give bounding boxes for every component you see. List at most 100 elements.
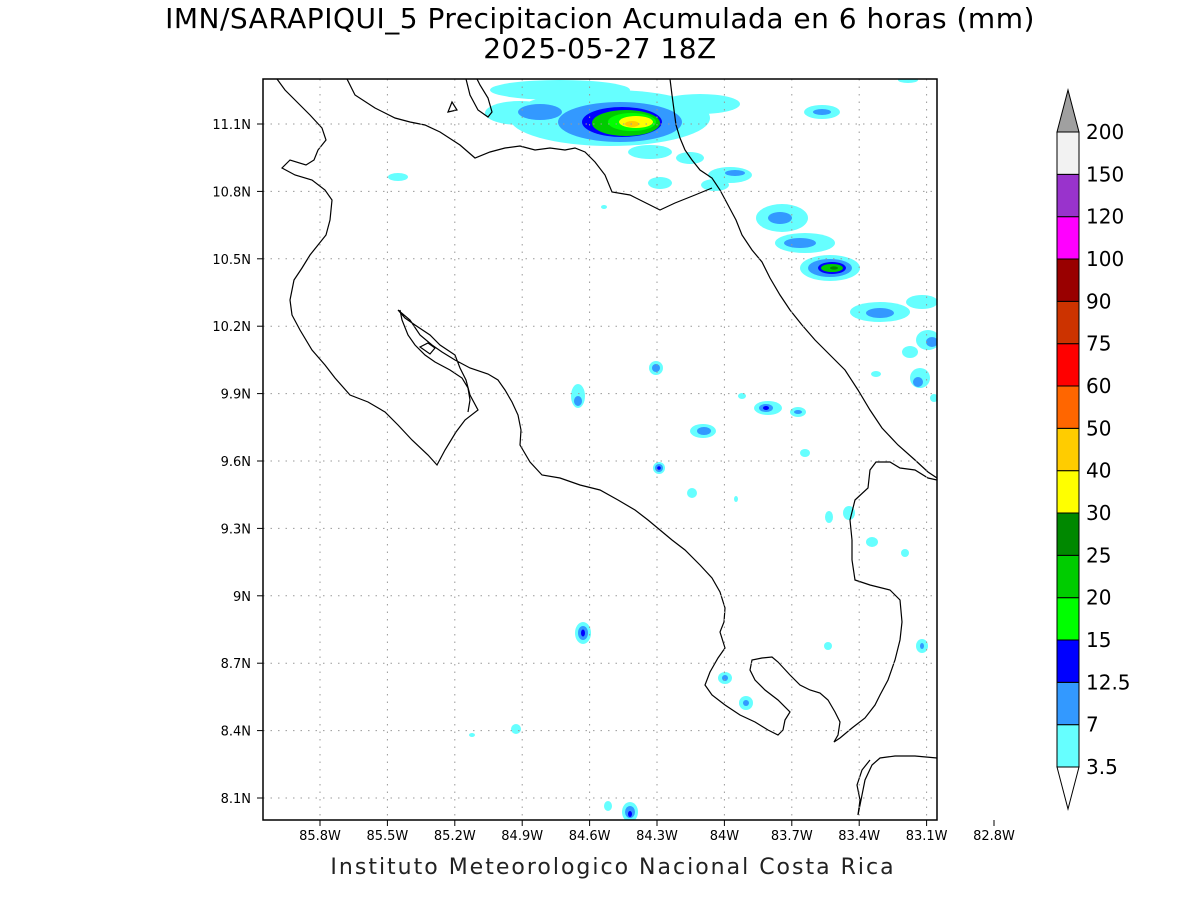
precip-area [648, 177, 672, 189]
y-tick-label: 8.1N [221, 792, 251, 807]
precip-area [657, 466, 661, 470]
colorbar-segment [1056, 131, 1080, 175]
colorbar-label: 12.5 [1086, 670, 1131, 694]
precip-area [901, 549, 909, 557]
colorbar-label: 100 [1086, 247, 1124, 271]
colorbar-label: 50 [1086, 416, 1111, 440]
precip-area [763, 406, 769, 410]
precip-area [920, 643, 924, 649]
colorbar-segment [1056, 597, 1080, 641]
precip-area [660, 94, 740, 114]
y-tick-label: 9.6N [221, 455, 251, 470]
colorbar-label: 20 [1086, 586, 1111, 610]
title-line-2: 2025-05-27 18Z [483, 32, 717, 65]
colorbar-segment [1056, 385, 1080, 429]
x-tick-label: 83.1W [906, 829, 948, 844]
y-tick-label: 8.4N [221, 725, 251, 740]
precip-area [469, 733, 475, 737]
x-axis: 85.8W 85.5W 85.2W 84.9W 84.6W 84.3W 84W 83.7W 83… [299, 820, 1015, 844]
colorbar-label: 75 [1086, 332, 1111, 356]
colorbar-label: 40 [1086, 459, 1111, 483]
colorbar-under-arrow [1056, 766, 1080, 811]
panama-border [856, 759, 871, 816]
nicaragua-west-coast [276, 79, 937, 743]
x-tick-label: 84W [710, 829, 740, 844]
colorbar-label: 120 [1086, 205, 1124, 229]
precip-area [722, 675, 728, 681]
y-tick-label: 10.2N [212, 320, 251, 335]
colorbar-segment [1056, 343, 1080, 387]
y-tick-label: 9.3N [221, 522, 251, 537]
x-tick-label: 84.6W [569, 829, 611, 844]
y-tick-label: 10.5N [212, 253, 251, 268]
title-line-1: IMN/SARAPIQUI_5 Precipitacion Acumulada … [165, 2, 1035, 35]
nicaragua-lake-shore [465, 79, 493, 118]
colorbar-label: 7 [1086, 713, 1099, 737]
x-tick-label: 84.3W [636, 829, 678, 844]
precip-area [518, 104, 562, 120]
precipitation-field [388, 79, 937, 820]
precip-area [843, 506, 855, 520]
chart-title: IMN/SARAPIQUI_5 Precipitacion Acumulada … [0, 4, 1200, 64]
map-grid [263, 79, 937, 820]
precip-area [930, 394, 937, 402]
precip-area [768, 212, 792, 224]
precip-area [913, 377, 923, 387]
precip-area [628, 145, 672, 159]
colorbar-label: 3.5 [1086, 755, 1118, 779]
y-tick-label: 9.9N [221, 388, 251, 403]
colorbar-segment [1056, 681, 1080, 726]
map-frame [262, 78, 938, 821]
x-tick-label: 83.4W [838, 829, 880, 844]
precip-area [898, 79, 918, 83]
x-tick-label: 85.8W [299, 829, 341, 844]
colorbar-label: 15 [1086, 628, 1111, 652]
precip-area [866, 537, 878, 547]
colorbar-label: 30 [1086, 501, 1111, 525]
precip-area [813, 109, 831, 115]
footer-credit: Instituto Meteorologico Nacional Costa R… [330, 855, 896, 880]
colorbar-segment [1056, 554, 1080, 599]
precip-area [511, 724, 521, 734]
colorbar-segment [1056, 512, 1080, 556]
colorbar-segment [1056, 724, 1080, 768]
precip-area [725, 170, 745, 176]
precip-area [601, 205, 607, 209]
precip-area [734, 496, 738, 502]
colorbar-segment [1056, 300, 1080, 345]
precip-area [701, 179, 729, 191]
precip-area [388, 173, 408, 181]
precip-area [574, 396, 582, 406]
precip-area [824, 642, 832, 650]
y-tick-label: 8.7N [221, 657, 251, 672]
chira-island [418, 342, 436, 355]
colorbar-segment [1056, 173, 1080, 218]
precip-area [652, 364, 660, 372]
x-tick-label: 85.5W [366, 829, 408, 844]
osa-peninsula [857, 755, 937, 816]
y-tick-label: 9N [233, 590, 251, 605]
precip-area [738, 393, 746, 399]
caribbean-coast [669, 79, 937, 479]
precip-area [906, 295, 937, 309]
nicaragua-island [447, 100, 458, 113]
y-axis: 11.1N 10.8N 10.5N 10.2N 9.9N 9.6N 9.3N 9N 8.7N 8.… [212, 118, 263, 807]
colorbar-label: 25 [1086, 543, 1111, 567]
precip-area [743, 700, 749, 706]
colorbar-segment [1056, 216, 1080, 260]
colorbar-segment [1056, 258, 1080, 302]
precip-area [825, 511, 833, 523]
x-tick-label: 84.9W [501, 829, 543, 844]
colorbar: 3.5 7 12.5 15 20 25 30 40 50 60 75 90 100 120 150 200 [1056, 88, 1131, 811]
coastline [276, 79, 937, 816]
precip-area [926, 337, 937, 347]
colorbar-label: 90 [1086, 289, 1111, 313]
colorbar-label: 150 [1086, 162, 1124, 186]
precip-area [581, 629, 585, 637]
precip-area [800, 449, 810, 457]
colorbar-label: 200 [1086, 120, 1124, 144]
y-tick-label: 10.8N [212, 185, 251, 200]
precip-area [784, 238, 816, 248]
precip-area [628, 811, 632, 817]
